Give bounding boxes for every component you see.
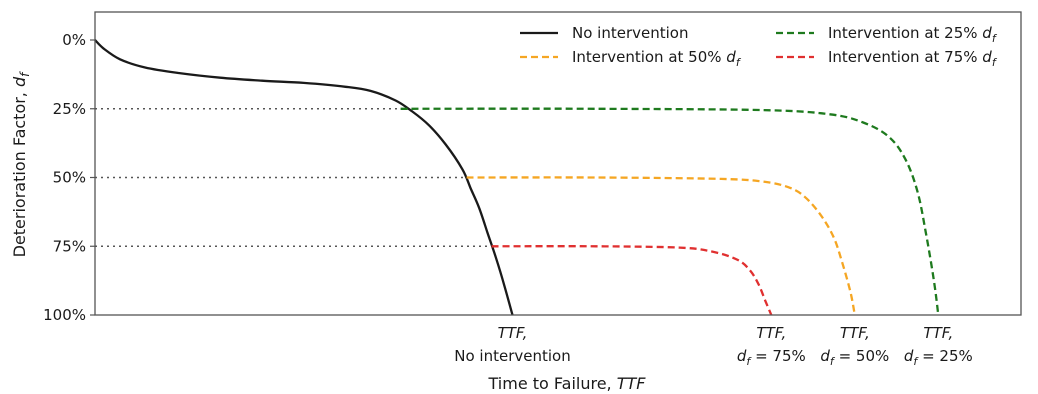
y-axis-title: Deterioration Factor, df <box>10 71 32 258</box>
legend-label: Intervention at 25% df <box>828 24 998 45</box>
series-line <box>94 39 514 316</box>
series-line <box>400 107 940 316</box>
x-marker-label-line2: No intervention <box>454 347 570 365</box>
y-tick-label: 25% <box>53 100 86 118</box>
y-tick-label: 75% <box>53 237 86 255</box>
legend-label: No intervention <box>572 24 688 42</box>
legend-label: Intervention at 50% df <box>572 48 742 69</box>
x-marker-label-line1: TTF, <box>923 324 953 342</box>
plot-frame <box>94 11 1022 316</box>
reference-lines <box>95 107 492 248</box>
x-marker-labels: TTF, No intervention TTF, df = 75% TTF, df = … <box>454 324 973 368</box>
series-line <box>491 245 773 316</box>
x-marker-label-line2: df = 50% <box>820 347 889 368</box>
y-tick-label: 0% <box>62 31 86 49</box>
x-marker-label-line2: df = 75% <box>737 347 806 368</box>
y-tick-label: 100% <box>43 306 86 324</box>
series-lines <box>94 39 940 316</box>
x-marker-label-line1: TTF, <box>498 324 528 342</box>
legend: No intervention Intervention at 50% df Int… <box>520 24 998 69</box>
x-marker-label-line1: TTF, <box>840 324 870 342</box>
x-marker-label-line2: df = 25% <box>904 347 973 368</box>
legend-label: Intervention at 75% df <box>828 48 998 69</box>
y-tick-group: 0% 25% 50% 75% 100% <box>43 31 95 324</box>
y-tick-label: 50% <box>53 169 86 187</box>
x-marker-label-line1: TTF, <box>756 324 786 342</box>
x-axis-title: Time to Failure, TTF <box>488 374 647 393</box>
series-line <box>466 176 856 316</box>
